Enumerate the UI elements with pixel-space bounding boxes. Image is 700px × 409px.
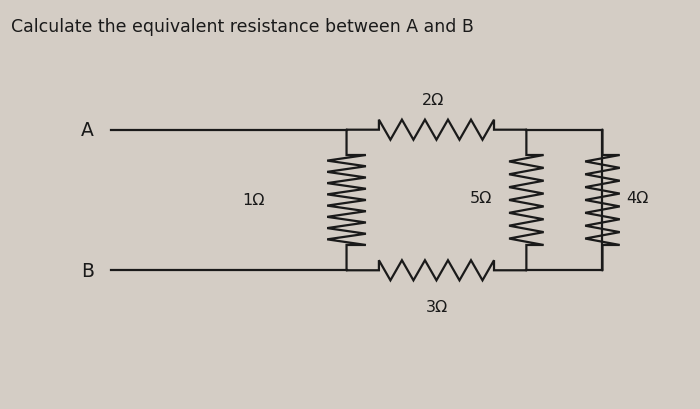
Text: 4Ω: 4Ω <box>626 191 648 206</box>
Text: Calculate the equivalent resistance between A and B: Calculate the equivalent resistance betw… <box>11 18 474 36</box>
Text: 3Ω: 3Ω <box>426 299 447 314</box>
Text: 1Ω: 1Ω <box>242 193 265 208</box>
Text: 5Ω: 5Ω <box>470 191 493 206</box>
Text: 2Ω: 2Ω <box>422 93 444 108</box>
Text: B: B <box>81 261 94 280</box>
Text: A: A <box>81 121 94 140</box>
